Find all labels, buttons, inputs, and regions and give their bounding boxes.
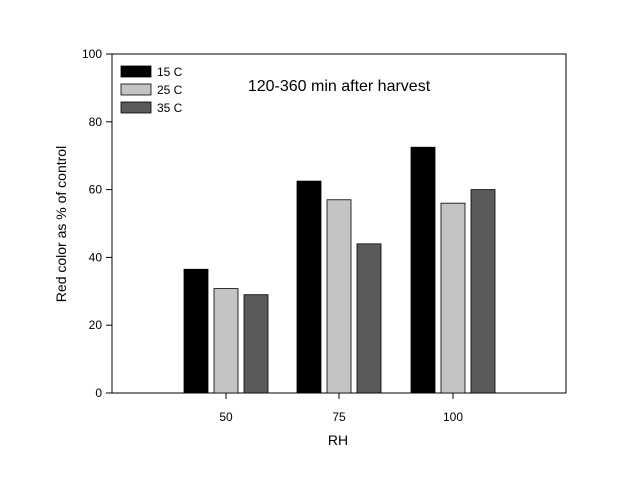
bar-25c-rh75	[326, 199, 352, 394]
plot-area: 0 20 40 60 80 100 50 75 100	[82, 47, 567, 424]
y-tick-label: 40	[89, 250, 103, 264]
y-tick-label: 20	[89, 318, 103, 332]
legend-label: 35 C	[157, 101, 183, 115]
x-tick-label: 100	[443, 410, 463, 424]
bar-35c-rh100	[470, 189, 496, 394]
legend-swatch	[120, 83, 152, 96]
bar-35c-rh50	[243, 294, 269, 394]
legend: 15 C 25 C 35 C	[120, 65, 183, 115]
bar-25c-rh100	[440, 202, 466, 394]
bar-15c-rh75	[296, 180, 322, 394]
bar-35c-rh75	[356, 243, 382, 394]
y-tick-label: 60	[89, 183, 103, 197]
legend-label: 25 C	[157, 83, 183, 97]
x-tick-label: 75	[332, 410, 346, 424]
legend-swatch	[120, 101, 152, 114]
y-tick-label: 80	[89, 115, 103, 129]
x-tick-label: 50	[219, 410, 233, 424]
legend-swatch	[120, 65, 152, 78]
y-axis-label: Red color as % of control	[53, 146, 69, 302]
bar-15c-rh100	[410, 146, 436, 394]
legend-label: 15 C	[157, 65, 183, 79]
y-tick-label: 0	[95, 386, 102, 400]
bar-25c-rh50	[213, 288, 239, 394]
x-axis-label: RH	[328, 432, 348, 448]
chart-annotation: 120-360 min after harvest	[248, 78, 431, 95]
bar-15c-rh50	[183, 268, 209, 394]
y-tick-label: 100	[82, 47, 102, 61]
